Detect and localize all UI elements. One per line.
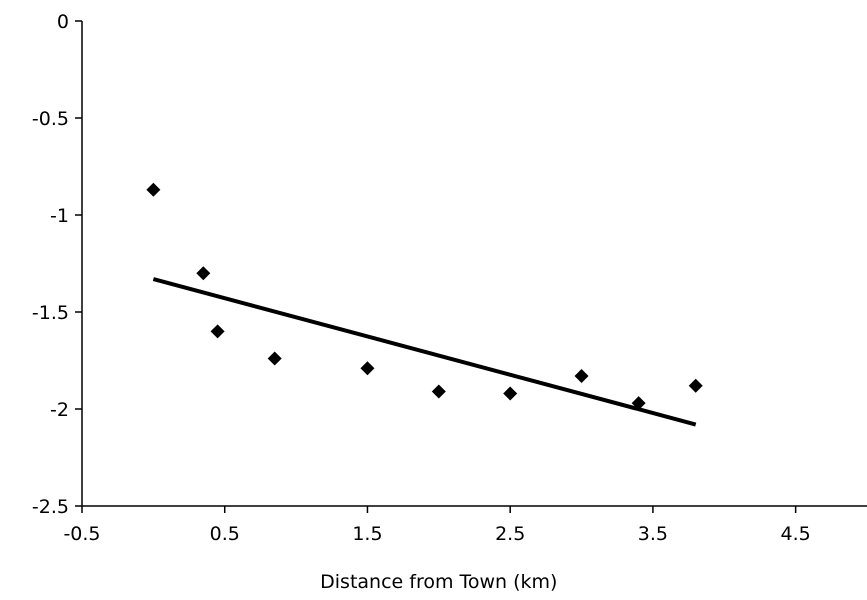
y-tick-label: -1 bbox=[50, 205, 69, 227]
trendline-group bbox=[152, 277, 697, 427]
y-tick-label: -2 bbox=[50, 399, 69, 421]
data-point bbox=[210, 324, 225, 339]
data-point bbox=[431, 384, 446, 399]
data-point bbox=[503, 386, 518, 401]
y-ticks: 0 -0.5 -1 -1.5 -2 -2.5 bbox=[32, 11, 82, 518]
x-tick-label: 3.5 bbox=[638, 523, 668, 545]
data-points bbox=[146, 182, 703, 411]
data-point bbox=[631, 396, 646, 411]
data-point bbox=[688, 378, 703, 393]
data-point bbox=[146, 182, 161, 197]
y-tick-label: 0 bbox=[57, 11, 69, 33]
data-point bbox=[574, 369, 589, 384]
x-tick-label: 2.5 bbox=[495, 523, 525, 545]
x-tick-label: 0.5 bbox=[210, 523, 240, 545]
x-tick-label: -0.5 bbox=[63, 523, 100, 545]
data-point bbox=[196, 266, 211, 281]
y-tick-label: -2.5 bbox=[32, 496, 69, 518]
y-tick-label: -0.5 bbox=[32, 108, 69, 130]
x-tick-label: 1.5 bbox=[352, 523, 382, 545]
x-tick-label: 4.5 bbox=[781, 523, 811, 545]
x-axis-title: Distance from Town (km) bbox=[320, 571, 557, 593]
x-ticks: -0.5 0.5 1.5 2.5 3.5 4.5 bbox=[63, 506, 811, 545]
data-point bbox=[267, 351, 282, 366]
trendline bbox=[152, 277, 697, 427]
axes bbox=[81, 21, 867, 507]
data-point bbox=[360, 361, 375, 376]
y-tick-label: -1.5 bbox=[32, 302, 69, 324]
